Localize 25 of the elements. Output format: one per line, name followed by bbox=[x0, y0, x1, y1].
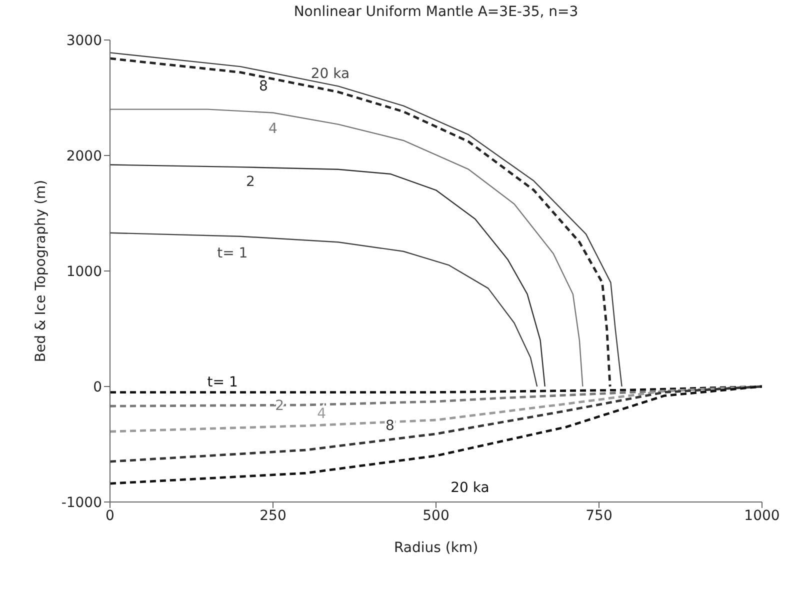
series-label: 4 bbox=[317, 406, 326, 422]
y-tick-label: 2000 bbox=[66, 148, 102, 164]
series-label: 2 bbox=[246, 174, 255, 190]
y-tick-label: 0 bbox=[93, 379, 102, 396]
series-label: t= 1 bbox=[207, 374, 238, 390]
x-tick-label: 250 bbox=[260, 508, 286, 524]
x-tick-label: 1000 bbox=[744, 508, 780, 524]
line-series bbox=[110, 164, 546, 388]
series-label: 8 bbox=[258, 78, 268, 94]
y-tick-label: 1000 bbox=[66, 264, 102, 280]
x-tick-label: 0 bbox=[106, 508, 114, 524]
line-series bbox=[110, 108, 584, 388]
y-axis-title: Bed & Ice Topography (m) bbox=[32, 180, 49, 362]
chart-title: Nonlinear Uniform Mantle A=3E-35, n=3 bbox=[292, 4, 580, 20]
x-tick-label: 750 bbox=[586, 508, 612, 524]
series-label: 4 bbox=[268, 120, 278, 137]
x-axis-title: Radius (km) bbox=[394, 540, 478, 556]
series-label: 20 ka bbox=[310, 66, 350, 82]
series-label: 8 bbox=[386, 418, 394, 434]
line-series bbox=[110, 232, 538, 388]
y-tick-label: -1000 bbox=[61, 494, 102, 511]
series-label: t= 1 bbox=[217, 245, 248, 262]
x-tick-label: 500 bbox=[422, 508, 450, 524]
series-label: 20 ka bbox=[450, 480, 490, 496]
y-tick-label: 3000 bbox=[66, 32, 102, 49]
